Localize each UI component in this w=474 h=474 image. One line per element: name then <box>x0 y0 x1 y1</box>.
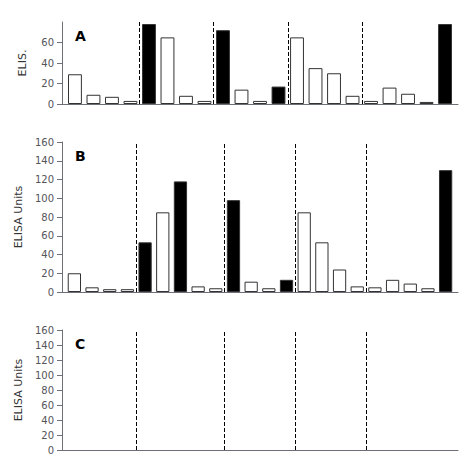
svg-text:0: 0 <box>48 99 54 110</box>
svg-text:160: 160 <box>35 137 54 148</box>
svg-text:40: 40 <box>41 415 54 426</box>
svg-text:160: 160 <box>35 325 54 336</box>
svg-text:120: 120 <box>35 174 54 185</box>
svg-text:20: 20 <box>41 430 54 441</box>
svg-text:C: C <box>75 336 85 352</box>
svg-text:40: 40 <box>41 249 54 260</box>
svg-text:20: 20 <box>41 268 54 279</box>
svg-text:140: 140 <box>35 340 54 351</box>
svg-text:20: 20 <box>41 78 54 89</box>
svg-text:80: 80 <box>41 212 54 223</box>
svg-text:60: 60 <box>41 400 54 411</box>
svg-text:B: B <box>75 148 86 164</box>
svg-text:ELISA Units: ELISA Units <box>12 358 25 421</box>
svg-text:60: 60 <box>41 230 54 241</box>
svg-text:0: 0 <box>48 287 54 298</box>
svg-text:80: 80 <box>41 385 54 396</box>
svg-text:0: 0 <box>48 445 54 456</box>
svg-text:140: 140 <box>35 155 54 166</box>
svg-text:40: 40 <box>41 58 54 69</box>
svg-text:ELIS.: ELIS. <box>16 50 29 77</box>
svg-text:100: 100 <box>35 370 54 381</box>
svg-text:120: 120 <box>35 355 54 366</box>
svg-text:100: 100 <box>35 193 54 204</box>
svg-text:A: A <box>75 28 86 44</box>
svg-text:ELISA Units: ELISA Units <box>12 185 25 248</box>
svg-text:60: 60 <box>41 37 54 48</box>
